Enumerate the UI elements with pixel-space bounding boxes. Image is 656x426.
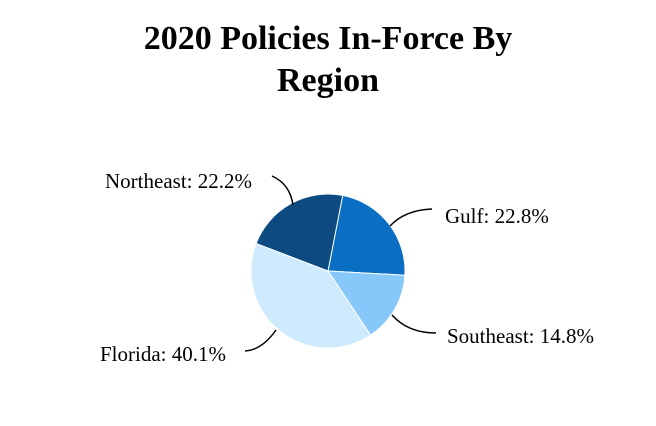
leader-line bbox=[391, 314, 437, 334]
pie-slice bbox=[250, 242, 372, 349]
pie-slice bbox=[327, 194, 406, 276]
leader-line bbox=[244, 329, 277, 352]
pie-slice bbox=[327, 270, 406, 336]
leader-line bbox=[271, 175, 294, 206]
leader-line bbox=[389, 208, 433, 227]
slice-label: Florida: 40.1% bbox=[100, 342, 226, 366]
slice-label: Southeast: 14.8% bbox=[447, 324, 594, 348]
chart-title-box: 2020 Policies In-Force By Region bbox=[0, 18, 656, 102]
chart-title: 2020 Policies In-Force By Region bbox=[143, 20, 513, 99]
slice-label: Gulf: 22.8% bbox=[445, 204, 549, 228]
pie-slice bbox=[255, 193, 344, 272]
slice-label: Northeast: 22.2% bbox=[105, 169, 252, 193]
